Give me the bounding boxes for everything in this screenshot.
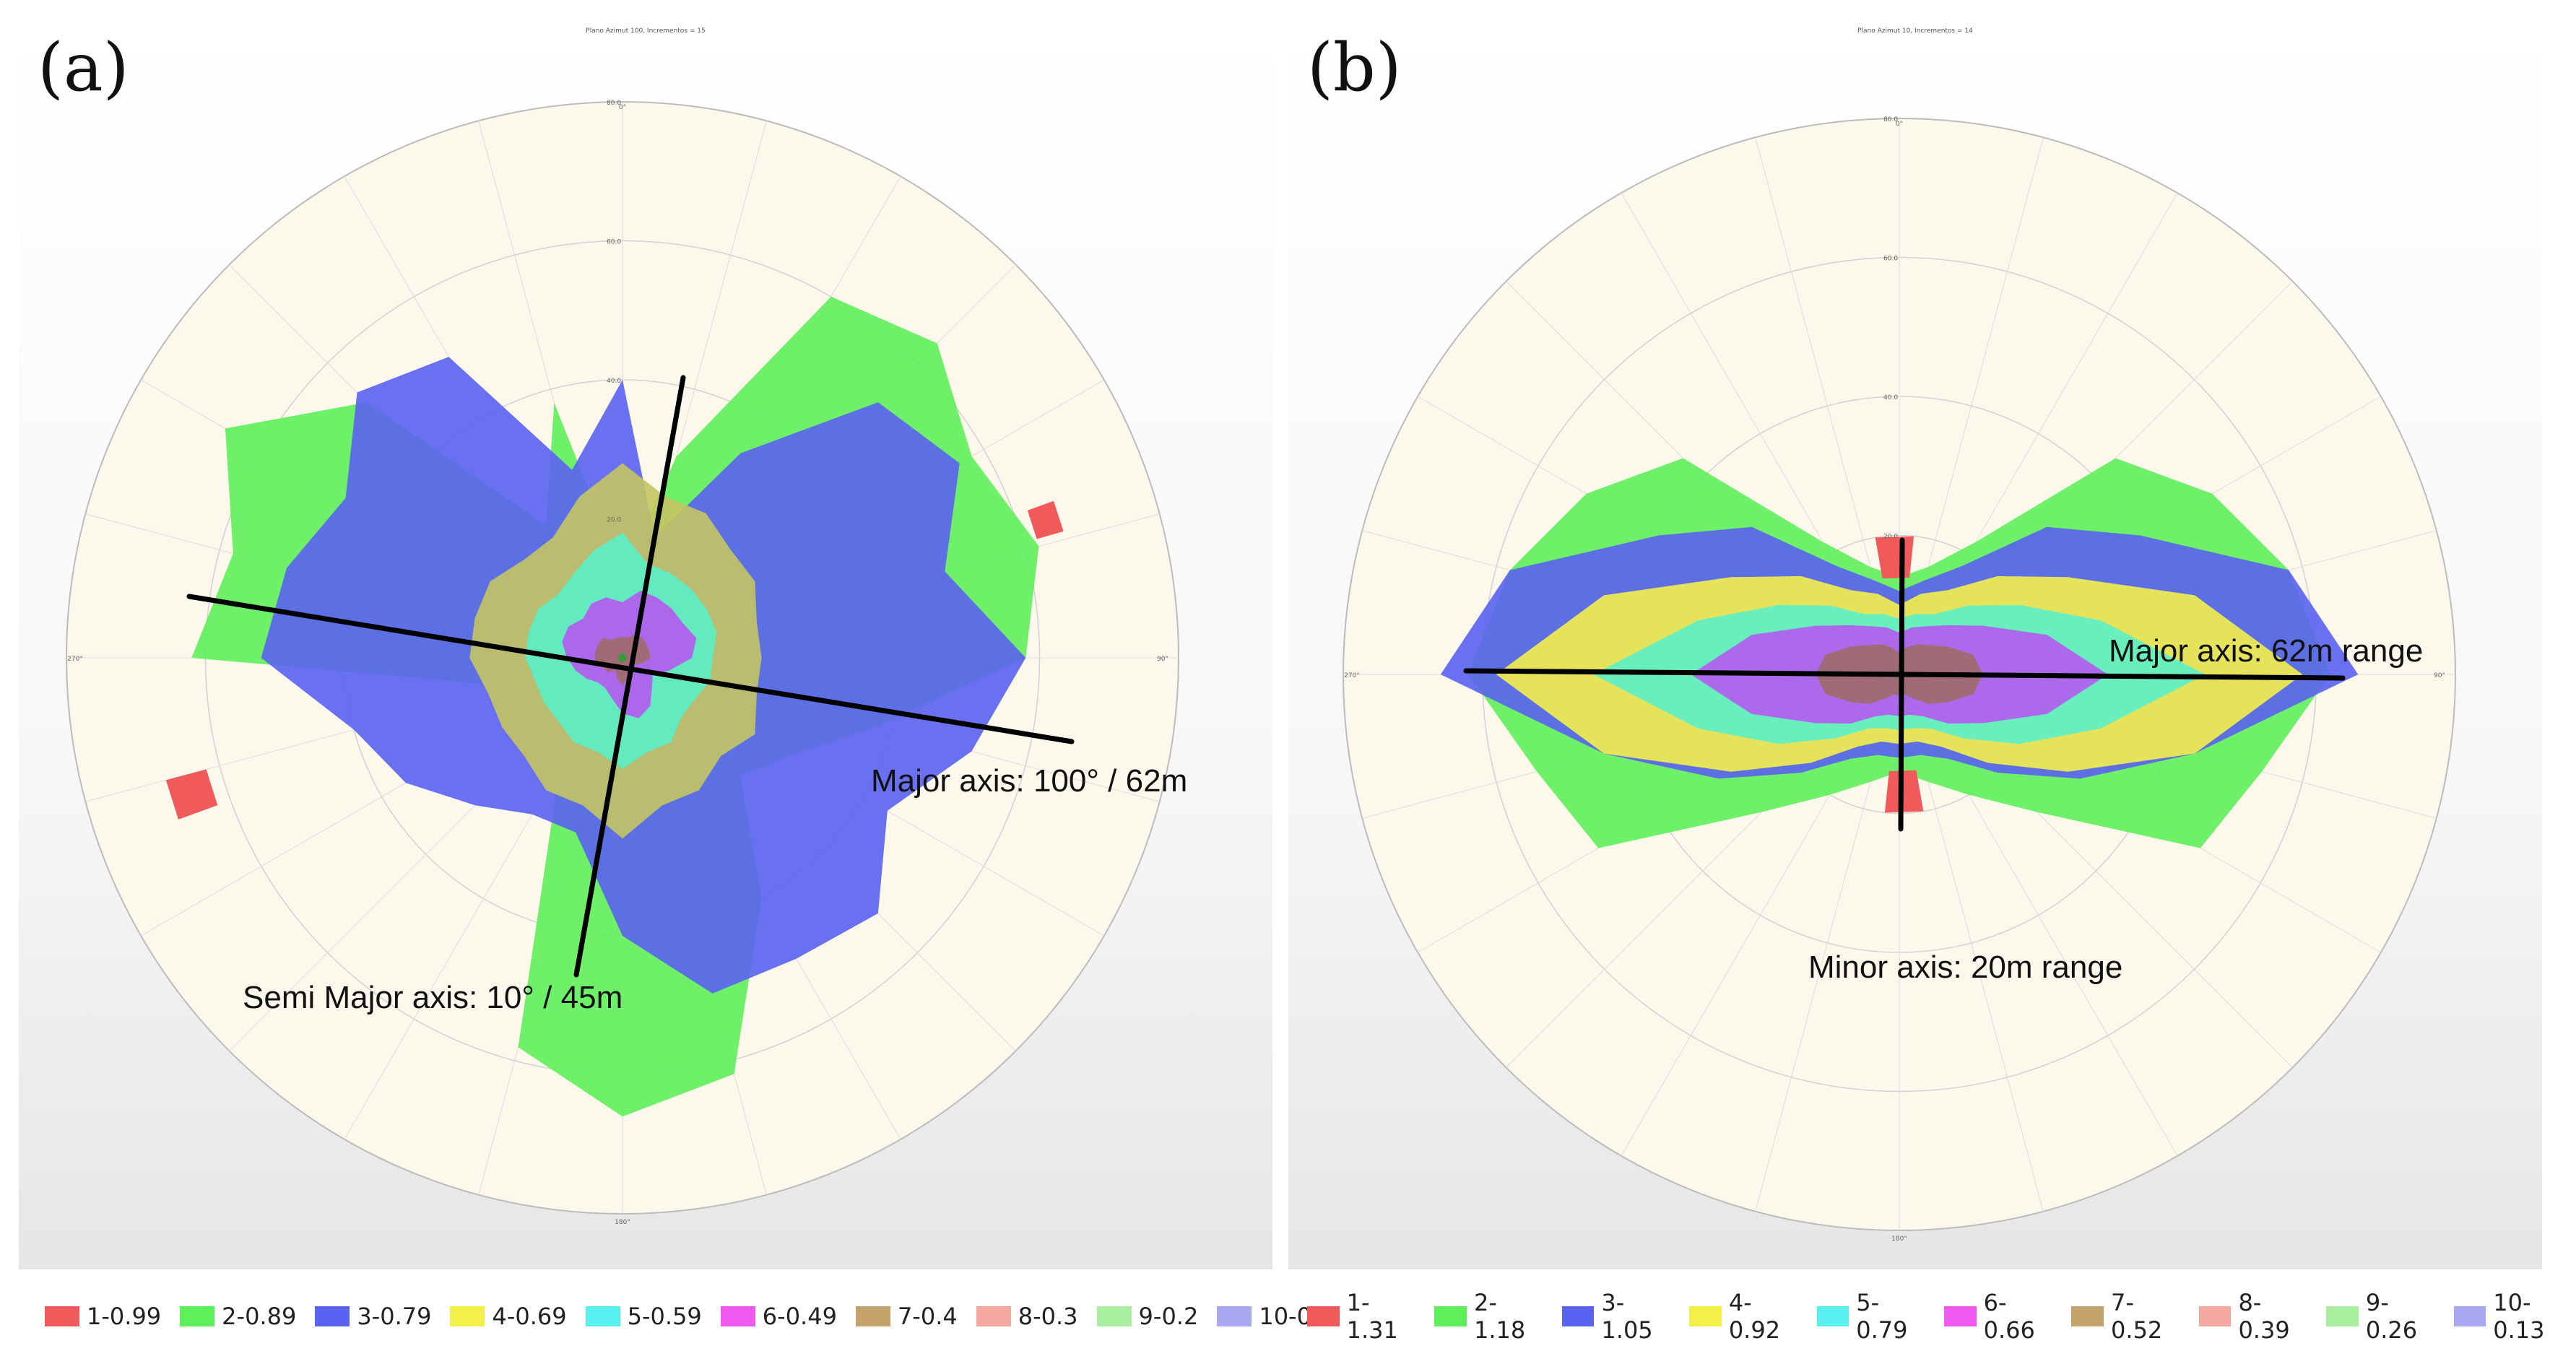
legend-swatch xyxy=(2326,1306,2359,1326)
radial-tick-label: 20.0 xyxy=(607,517,621,524)
chart-panel-a: (a) Plano Azimut 100, Incrementos = 15 2… xyxy=(19,13,1272,1269)
legend-swatch xyxy=(1434,1306,1467,1326)
legend-label: 4-0.69 xyxy=(492,1303,567,1330)
legend-swatch xyxy=(2453,1306,2486,1326)
tail-wedge xyxy=(1884,770,1924,813)
legend-label: 6-0.49 xyxy=(762,1303,837,1330)
legend-label: 9-0.26 xyxy=(2365,1289,2418,1344)
legend-item: 4-0.69 xyxy=(450,1303,567,1330)
legend-label: 2-1.18 xyxy=(1474,1289,1526,1344)
legend-item: 10-0.13 xyxy=(2453,1289,2576,1344)
tail-wedge xyxy=(1027,500,1064,539)
legend-swatch xyxy=(855,1306,890,1326)
angle-label: 90° xyxy=(1157,656,1168,663)
legend-swatch xyxy=(1217,1306,1252,1326)
legend-label: 5-0.59 xyxy=(627,1303,702,1330)
chart-subtitle: Plano Azimut 10, Incrementos = 14 xyxy=(1857,27,1973,35)
legend-swatch xyxy=(1816,1306,1849,1326)
polar-chart-a: 20.0 40.0 60.0 80.00° 90° 180° 270° Major axis:… xyxy=(66,100,1187,1226)
legend-item: 3-1.05 xyxy=(1561,1289,1670,1344)
legend-label: 1-0.99 xyxy=(87,1303,162,1330)
legend-item: 8-0.3 xyxy=(976,1303,1078,1330)
chart-subtitle: Plano Azimut 100, Incrementos = 15 xyxy=(586,27,706,35)
legend-label: 10-0.13 xyxy=(2493,1289,2545,1344)
legend-swatch xyxy=(720,1306,755,1326)
axis-annotation: Major axis: 62m range xyxy=(2109,633,2423,669)
center-marker xyxy=(618,653,627,662)
legend-swatch xyxy=(2198,1306,2232,1326)
legend-label: 5-0.79 xyxy=(1856,1289,1908,1344)
panel-label: (a) xyxy=(38,29,129,106)
legend-swatch xyxy=(1096,1306,1132,1326)
legend-item: 6-0.49 xyxy=(720,1303,837,1330)
angle-label: 180° xyxy=(1891,1235,1907,1243)
legend-swatch xyxy=(1307,1306,1340,1326)
legend-item: 3-0.79 xyxy=(315,1303,431,1330)
legend-label: 8-0.3 xyxy=(1018,1303,1078,1330)
legend-item: 5-0.79 xyxy=(1816,1289,1925,1344)
radial-tick-label: 40.0 xyxy=(607,378,621,385)
angle-label: 0° xyxy=(619,104,626,111)
legend-swatch xyxy=(1944,1306,1977,1326)
legend-label: 8-0.39 xyxy=(2238,1289,2290,1344)
legend-label: 7-0.52 xyxy=(2111,1289,2163,1344)
legend-item: 7-0.4 xyxy=(855,1303,958,1330)
radial-tick-label: 80.0 xyxy=(607,100,621,107)
legend-item: 5-0.59 xyxy=(585,1303,702,1330)
legend-label: 9-0.2 xyxy=(1138,1303,1199,1330)
legend-label: 7-0.4 xyxy=(897,1303,958,1330)
legend-label: 4-0.92 xyxy=(1728,1289,1781,1344)
legend-item: 8-0.39 xyxy=(2198,1289,2307,1344)
legend-item: 9-0.26 xyxy=(2326,1289,2434,1344)
polar-chart-b: 20.0 40.0 60.0 80.00° 90° 180° 270° Major axis:… xyxy=(1343,116,2456,1243)
legend-label: 3-0.79 xyxy=(357,1303,432,1330)
legend-swatch xyxy=(1561,1306,1595,1326)
legend-swatch xyxy=(45,1306,79,1326)
radial-tick-label: 60.0 xyxy=(607,239,621,246)
axis-annotation: Major axis: 100° / 62m xyxy=(871,763,1187,799)
angle-label: 0° xyxy=(1896,121,1903,128)
axis-line-semi-major xyxy=(573,375,686,978)
legend-label: 6-0.66 xyxy=(1983,1289,2035,1344)
legend-item: 9-0.2 xyxy=(1096,1303,1199,1330)
legend-swatch xyxy=(2071,1306,2104,1326)
legend-swatch xyxy=(450,1306,485,1326)
legend-swatch xyxy=(1689,1306,1722,1326)
legend-swatch xyxy=(976,1306,1011,1326)
legend-item: 2-1.18 xyxy=(1434,1289,1543,1344)
legend-item: 1-0.99 xyxy=(45,1303,161,1330)
angle-label: 180° xyxy=(615,1219,630,1226)
axis-annotation: Semi Major axis: 10° / 45m xyxy=(243,980,623,1015)
legend-a: 1-0.99 2-0.89 3-0.79 4-0.69 5-0.59 6-0.49 7-0.… xyxy=(45,1298,1333,1334)
radial-tick-label: 40.0 xyxy=(1883,394,1898,401)
legend-item: 2-0.89 xyxy=(180,1303,296,1330)
chart-panel-b: (b) Plano Azimut 10, Incrementos = 14 20… xyxy=(1288,13,2542,1269)
legend-swatch xyxy=(315,1306,350,1326)
radial-tick-label: 60.0 xyxy=(1883,256,1898,263)
legend-label: 3-1.05 xyxy=(1601,1289,1653,1344)
radial-tick-label: 20.0 xyxy=(1883,534,1898,541)
angle-label: 270° xyxy=(1344,672,1360,679)
radial-tick-label: 80.0 xyxy=(1883,116,1898,123)
axis-line-major xyxy=(1463,668,2346,681)
legend-item: 7-0.52 xyxy=(2071,1289,2180,1344)
angle-label: 270° xyxy=(67,656,83,663)
legend-b: 1-1.31 2-1.18 3-1.05 4-0.92 5-0.79 6-0.66 7-0.… xyxy=(1307,1289,2576,1344)
panel-label: (b) xyxy=(1307,29,1402,106)
legend-item: 4-0.92 xyxy=(1689,1289,1797,1344)
legend-item: 1-1.31 xyxy=(1307,1289,1415,1344)
legend-swatch xyxy=(180,1306,215,1326)
axis-line-minor xyxy=(1898,537,1905,832)
legend-item: 6-0.66 xyxy=(1944,1289,2052,1344)
legend-label: 2-0.89 xyxy=(222,1303,297,1330)
legend-label: 1-1.31 xyxy=(1346,1289,1398,1344)
legend-swatch xyxy=(585,1306,620,1326)
angle-label: 90° xyxy=(2434,672,2445,679)
tail-wedge xyxy=(165,769,218,820)
axis-annotation: Minor axis: 20m range xyxy=(1808,950,2122,985)
